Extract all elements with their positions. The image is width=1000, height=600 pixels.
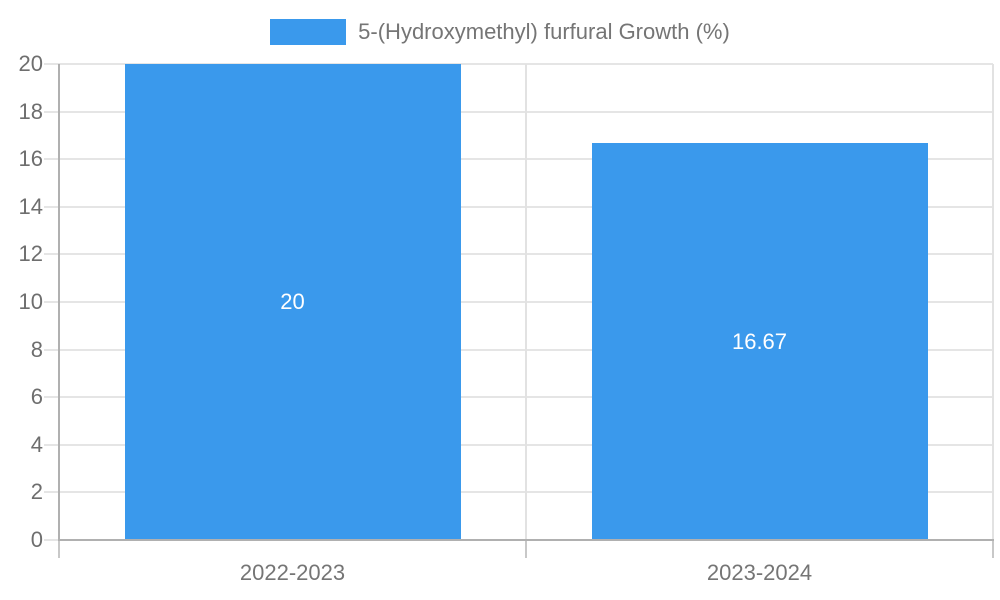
y-gridline [44, 205, 993, 208]
y-axis-tick-label: 4 [30, 431, 43, 457]
legend: 5-(Hydroxymethyl) furfural Growth (%) [0, 18, 1000, 46]
y-axis-tick-label: 8 [30, 336, 43, 362]
bar-value-label: 16.67 [731, 328, 788, 354]
y-axis-tick-label: 2 [30, 479, 43, 505]
x-axis-category-label: 2023-2024 [706, 560, 813, 585]
x-axis-tick [992, 541, 994, 558]
x-axis-category-label: 2022-2023 [239, 560, 346, 585]
y-axis-tick-label: 16 [18, 146, 43, 172]
x-axis-line [58, 539, 994, 541]
y-axis-tick-label: 20 [18, 51, 43, 76]
y-axis-line [58, 64, 60, 541]
y-gridline [44, 348, 993, 351]
y-gridline [44, 491, 993, 494]
bar [125, 64, 461, 540]
y-axis-tick-label: 10 [18, 289, 43, 314]
category-separator-line [525, 64, 527, 540]
y-axis-tick-label: 18 [18, 98, 43, 124]
y-axis-tick-label: 12 [18, 241, 43, 267]
y-gridline [44, 158, 993, 161]
y-gridline [44, 63, 993, 65]
legend-swatch [270, 19, 347, 45]
y-axis-tick-label: 0 [30, 527, 43, 552]
y-gridline [44, 443, 993, 446]
y-gridline [44, 301, 993, 303]
y-gridline [44, 110, 993, 113]
x-axis-tick [525, 541, 527, 558]
y-axis-tick-label: 14 [18, 193, 43, 219]
legend-label: 5-(Hydroxymethyl) furfural Growth (%) [358, 19, 730, 44]
bar-value-label: 20 [280, 289, 305, 314]
bar [592, 143, 928, 540]
y-gridline [44, 253, 993, 256]
y-axis-tick-label: 6 [30, 384, 43, 410]
x-axis-tick [58, 541, 60, 558]
y-gridline [44, 396, 993, 399]
plot-right-border [992, 64, 994, 540]
